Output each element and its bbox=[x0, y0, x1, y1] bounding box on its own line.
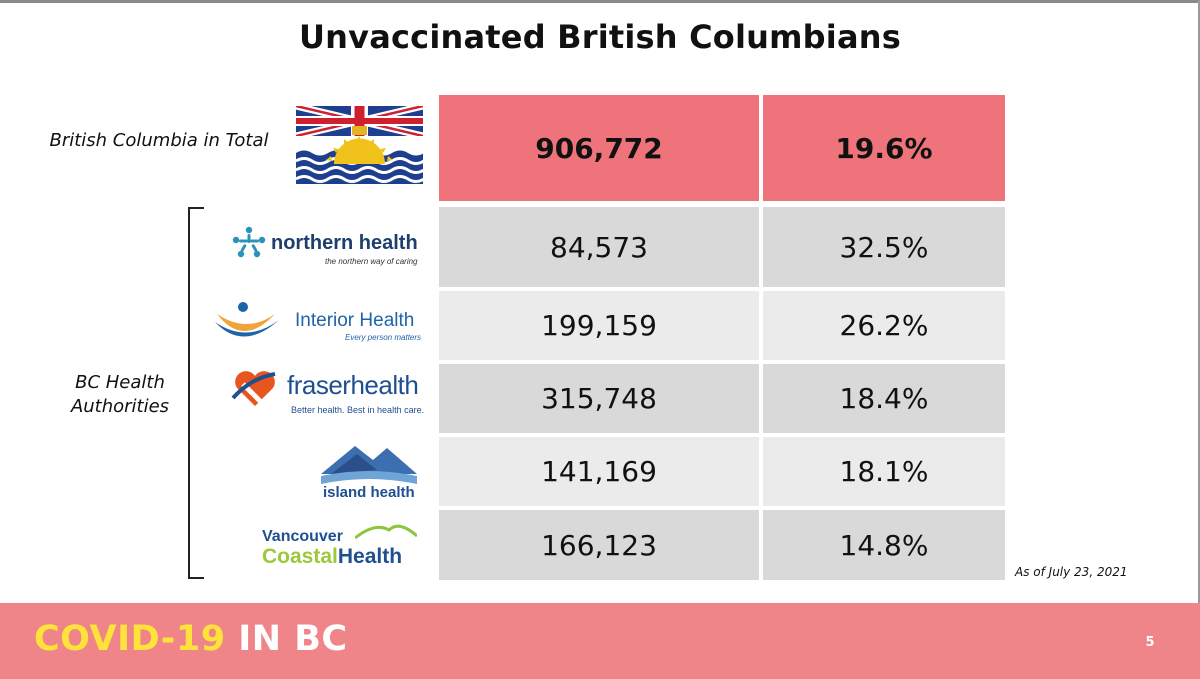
northern-health-logo-text: northern health bbox=[271, 232, 418, 254]
health-authorities-label: BC Health Authorities bbox=[70, 372, 170, 417]
slide-title: Unvaccinated British Columbians bbox=[299, 18, 901, 56]
interior-health-swoosh-icon bbox=[215, 302, 279, 337]
bc-flag-icon bbox=[296, 106, 423, 184]
fraser-health-percent: 18.4% bbox=[763, 364, 1005, 433]
northern-health-logo: northern health the northern way of cari… bbox=[205, 220, 423, 272]
island-health-percent: 18.1% bbox=[763, 437, 1005, 506]
as-of-date: As of July 23, 2021 bbox=[1015, 565, 1128, 579]
footer-banner: COVID-19 IN BC 5 bbox=[0, 603, 1200, 679]
vancouver-coastal-health-count: 166,123 bbox=[439, 510, 759, 580]
vancouver-coastal-health-logo: Vancouver CoastalHealth bbox=[205, 518, 423, 574]
bc-total-count: 906,772 bbox=[439, 95, 759, 201]
northern-health-count: 84,573 bbox=[439, 207, 759, 287]
northern-health-percent: 32.5% bbox=[763, 207, 1005, 287]
vch-mountain-icon bbox=[355, 524, 417, 540]
interior-health-tagline: Every person matters bbox=[345, 333, 422, 342]
right-border-line bbox=[1198, 0, 1200, 679]
interior-health-logo: Interior Health Every person matters bbox=[205, 298, 423, 348]
fraser-health-logo-text: fraserhealth bbox=[287, 370, 419, 400]
page-number: 5 bbox=[1145, 635, 1155, 650]
island-health-count: 141,169 bbox=[439, 437, 759, 506]
island-health-mountains-icon bbox=[321, 446, 417, 484]
fraser-health-tagline: Better health. Best in health care. bbox=[291, 405, 425, 415]
authorities-bracket bbox=[188, 207, 204, 579]
northern-health-star-icon bbox=[232, 226, 266, 258]
covid-brand: COVID-19 IN BC bbox=[34, 619, 348, 659]
fraser-health-logo: fraserhealth Better health. Best in heal… bbox=[205, 366, 425, 422]
bc-total-percent: 19.6% bbox=[763, 95, 1005, 201]
island-health-logo-text: island health bbox=[323, 484, 415, 501]
fraser-health-count: 315,748 bbox=[439, 364, 759, 433]
vch-logo-line1: Vancouver bbox=[262, 528, 343, 545]
bc-total-label: British Columbia in Total bbox=[49, 130, 269, 151]
interior-health-count: 199,159 bbox=[439, 291, 759, 360]
interior-health-percent: 26.2% bbox=[763, 291, 1005, 360]
northern-health-tagline: the northern way of caring bbox=[325, 257, 418, 266]
vch-logo-line2: CoastalHealth bbox=[262, 545, 403, 568]
top-border-line bbox=[0, 0, 1200, 3]
vancouver-coastal-health-percent: 14.8% bbox=[763, 510, 1005, 580]
fraser-health-heart-icon bbox=[231, 371, 276, 406]
interior-health-logo-text: Interior Health bbox=[295, 310, 415, 331]
island-health-logo: island health bbox=[205, 440, 423, 502]
